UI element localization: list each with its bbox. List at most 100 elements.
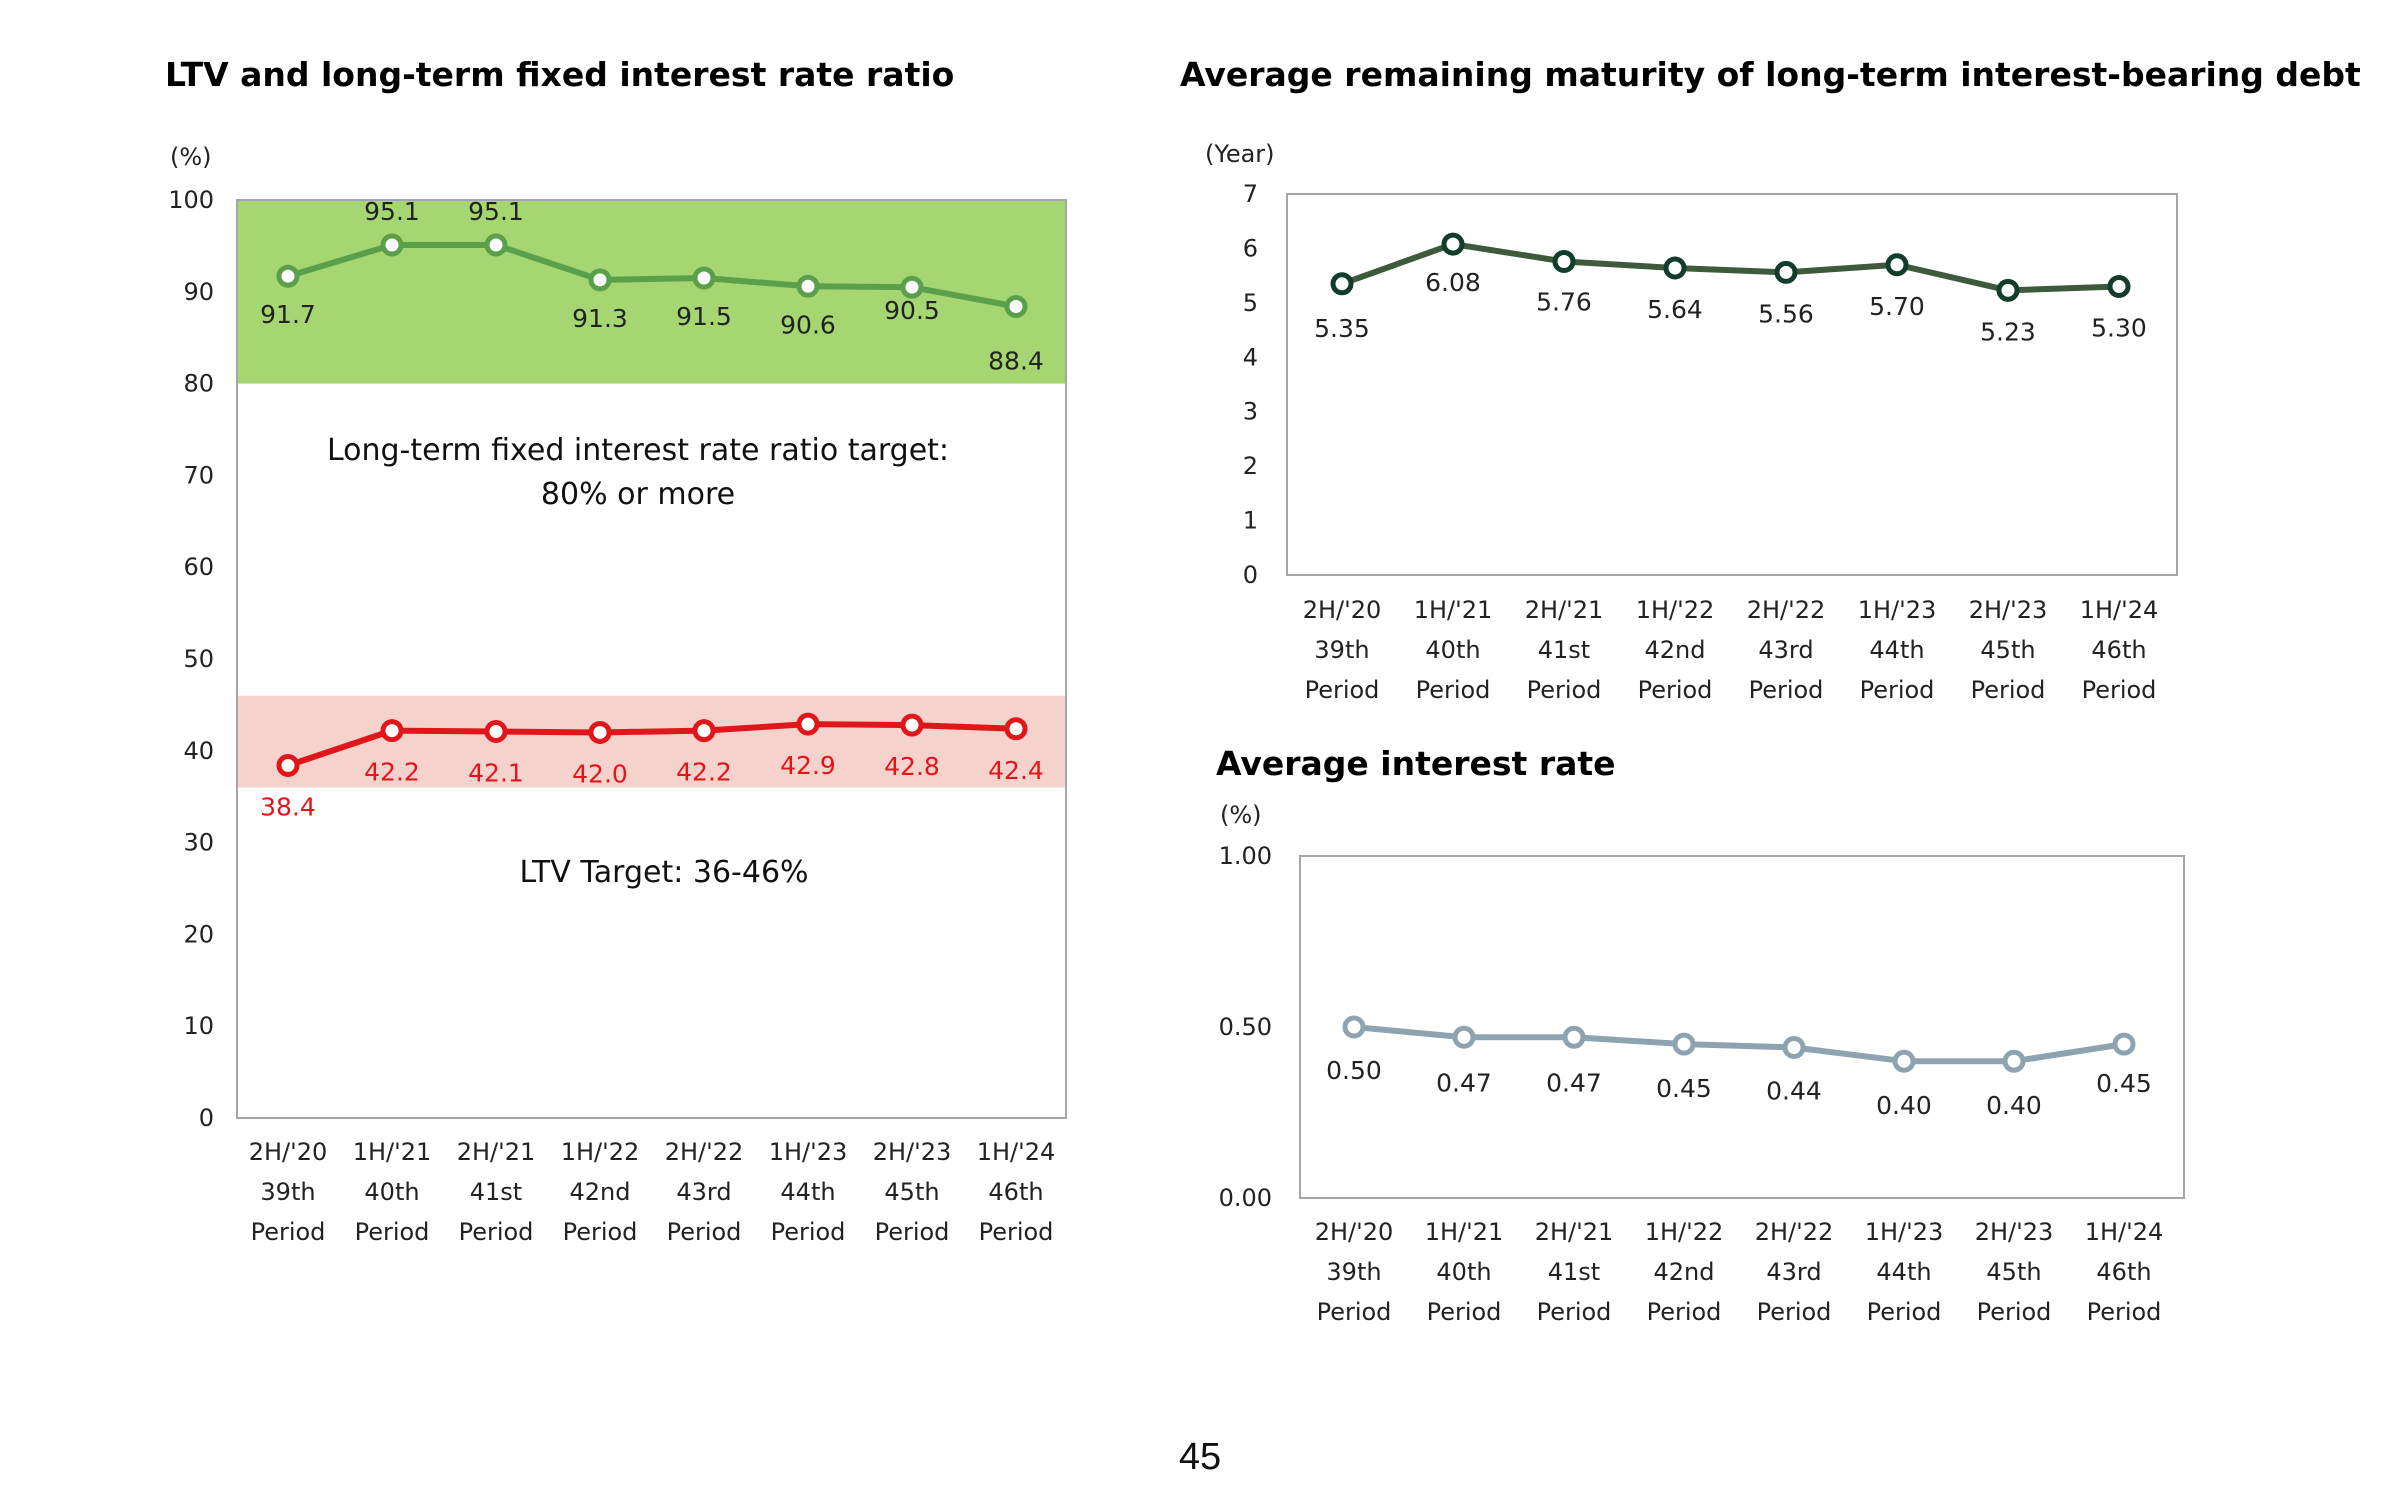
series-line xyxy=(287,241,1017,310)
y-tick-label: 70 xyxy=(183,461,214,489)
x-tick-label: 1H/'24 xyxy=(977,1138,1056,1166)
x-tick-label: Period xyxy=(1647,1298,1722,1326)
data-point xyxy=(692,719,716,743)
x-tick-label: 1H/'23 xyxy=(1858,596,1937,624)
y-tick-label: 1 xyxy=(1243,507,1258,535)
x-tick-label: Period xyxy=(1977,1298,2052,1326)
x-tick-label: 43rd xyxy=(1758,636,1813,664)
x-tick-label: 1H/'22 xyxy=(1645,1218,1724,1246)
data-label: 91.3 xyxy=(572,304,628,333)
y-tick-label: 0.50 xyxy=(1219,1013,1272,1041)
target-annotation: Long-term fixed interest rate ratio targ… xyxy=(327,433,949,468)
y-tick-label: 30 xyxy=(183,829,214,857)
x-tick-label: 46th xyxy=(2091,636,2146,664)
x-tick-label: Period xyxy=(1537,1298,1612,1326)
data-label: 95.1 xyxy=(364,197,420,226)
data-label: 5.76 xyxy=(1536,287,1592,316)
unit-label: (%) xyxy=(1220,801,1262,829)
data-point xyxy=(588,268,612,292)
data-label: 42.2 xyxy=(676,758,732,787)
data-point xyxy=(1774,260,1798,284)
data-point xyxy=(900,713,924,737)
data-point xyxy=(2112,1032,2136,1056)
data-point xyxy=(484,233,508,257)
x-tick-label: Period xyxy=(1638,676,1713,704)
data-point xyxy=(1004,717,1028,741)
x-tick-label: Period xyxy=(1317,1298,1392,1326)
x-tick-label: 42nd xyxy=(1645,636,1706,664)
x-tick-label: 1H/'22 xyxy=(561,1138,640,1166)
data-label: 0.45 xyxy=(1656,1074,1712,1103)
data-point xyxy=(796,712,820,736)
data-point xyxy=(276,753,300,777)
data-label: 38.4 xyxy=(260,792,316,821)
x-tick-label: Period xyxy=(667,1218,742,1246)
x-tick-label: Period xyxy=(2082,676,2157,704)
data-point xyxy=(380,719,404,743)
x-tick-label: 40th xyxy=(364,1178,419,1206)
data-label: 42.1 xyxy=(468,759,524,788)
y-tick-label: 5 xyxy=(1243,289,1258,317)
data-point xyxy=(1996,278,2020,302)
y-tick-label: 6 xyxy=(1243,234,1258,262)
x-tick-label: Period xyxy=(1860,676,1935,704)
x-tick-label: 43rd xyxy=(1766,1258,1821,1286)
x-tick-label: 39th xyxy=(1314,636,1369,664)
x-tick-label: 39th xyxy=(1326,1258,1381,1286)
y-tick-label: 0 xyxy=(1243,561,1258,589)
x-tick-label: Period xyxy=(1867,1298,1942,1326)
unit-label: (Year) xyxy=(1205,140,1275,168)
x-tick-label: Period xyxy=(1416,676,1491,704)
data-point xyxy=(2002,1049,2026,1073)
series-line xyxy=(1353,1024,2125,1065)
data-label: 0.40 xyxy=(1986,1091,2042,1120)
page-number: 45 xyxy=(1178,1436,1222,1478)
data-point xyxy=(1342,1015,1366,1039)
data-point xyxy=(588,720,612,744)
data-label: 95.1 xyxy=(468,197,524,226)
data-label: 42.9 xyxy=(780,751,836,780)
x-tick-label: Period xyxy=(355,1218,430,1246)
data-point xyxy=(1892,1049,1916,1073)
data-label: 0.47 xyxy=(1436,1068,1492,1097)
y-tick-label: 0.00 xyxy=(1219,1184,1272,1212)
y-tick-label: 0 xyxy=(199,1104,214,1132)
x-tick-label: 46th xyxy=(2096,1258,2151,1286)
x-tick-label: 2H/'22 xyxy=(1747,596,1826,624)
x-tick-label: 1H/'21 xyxy=(353,1138,432,1166)
y-tick-label: 4 xyxy=(1243,343,1258,371)
data-point xyxy=(1330,272,1354,296)
y-tick-label: 60 xyxy=(183,553,214,581)
y-tick-label: 3 xyxy=(1243,398,1258,426)
data-point xyxy=(1441,232,1465,256)
data-label: 0.45 xyxy=(2096,1069,2152,1098)
data-label: 42.2 xyxy=(364,758,420,787)
data-point xyxy=(1663,256,1687,280)
x-tick-label: 1H/'21 xyxy=(1425,1218,1504,1246)
y-tick-label: 100 xyxy=(168,186,214,214)
x-tick-label: 40th xyxy=(1425,636,1480,664)
data-label: 91.5 xyxy=(676,302,732,331)
data-label: 0.47 xyxy=(1546,1068,1602,1097)
x-tick-label: Period xyxy=(979,1218,1054,1246)
data-point xyxy=(1672,1032,1696,1056)
data-label: 42.4 xyxy=(988,756,1044,785)
data-label: 0.50 xyxy=(1326,1056,1382,1085)
x-tick-label: Period xyxy=(1757,1298,1832,1326)
x-tick-label: 2H/'22 xyxy=(665,1138,744,1166)
data-label: 5.64 xyxy=(1647,295,1703,324)
x-tick-label: Period xyxy=(1305,676,1380,704)
x-tick-label: 41st xyxy=(1548,1258,1600,1286)
x-tick-label: 42nd xyxy=(570,1178,631,1206)
data-point xyxy=(1452,1025,1476,1049)
data-label: 0.44 xyxy=(1766,1077,1822,1106)
data-point xyxy=(2107,275,2131,299)
data-label: 90.6 xyxy=(780,310,836,339)
y-tick-label: 40 xyxy=(183,737,214,765)
data-point xyxy=(1562,1025,1586,1049)
data-label: 5.35 xyxy=(1314,314,1370,343)
x-tick-label: 1H/'23 xyxy=(1865,1218,1944,1246)
x-tick-label: 2H/'20 xyxy=(1315,1218,1394,1246)
x-tick-label: 46th xyxy=(988,1178,1043,1206)
y-tick-label: 80 xyxy=(183,370,214,398)
